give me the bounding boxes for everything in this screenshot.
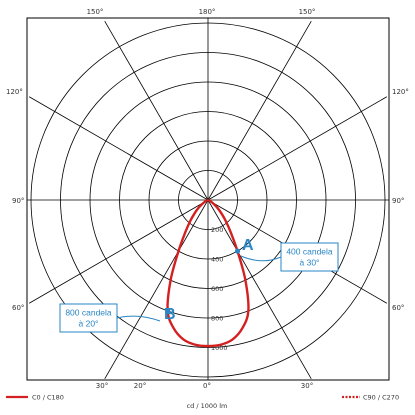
grid-rings [30,22,386,378]
annotation-b-line2: à 20° [79,319,99,329]
tick-top-180: 180° [199,8,216,16]
radial-tick-labels: 200 400 600 800 1000 [211,226,228,352]
annotation-a-line2: à 30° [300,258,320,268]
tick-left-90: 90° [12,197,24,205]
grid-spoke [207,96,388,201]
unit-label: cd / 1000 lm [187,402,228,410]
annotation-a-box [280,242,339,272]
tick-bottom-20: 20° [134,382,146,390]
annotation-b: 800 candela à 20° B [59,303,176,333]
point-a-label: A [242,237,254,254]
radial-tick-label: 200 [211,226,223,234]
annotation-a: 400 candela à 30° A [240,237,339,272]
grid-spoke [28,199,209,304]
grid-ring [148,140,268,260]
annotation-b-leader [116,315,161,322]
tick-bottom-30-left: 30° [96,382,108,390]
legend-label-c90-c270: C90 / C270 [363,394,399,402]
grid-ring [178,170,238,230]
grid-spoke [104,20,209,201]
grid-ring [60,52,356,348]
annotation-a-leader [240,255,282,262]
tick-top-150-left: 150° [87,8,104,16]
tick-right-60: 60° [392,304,404,312]
grid-spoke [28,96,209,201]
marker-point-a [234,248,241,254]
point-b-label: B [164,306,176,323]
tick-right-90: 90° [392,197,404,205]
grid-ring [119,111,297,289]
radial-tick-label: 600 [211,285,223,293]
tick-left-60: 60° [12,304,24,312]
grid-spoke [104,199,209,380]
annotation-b-box [59,303,118,333]
radial-tick-label: 400 [211,256,223,264]
grid-spoke [207,20,312,201]
tick-top-150-right: 150° [299,8,316,16]
tick-left-120: 120° [6,88,23,96]
radial-tick-label: 1000 [211,344,228,352]
legend-label-c0-c180: C0 / C180 [32,394,64,402]
tick-bottom-30-right: 30° [301,382,313,390]
grid-ring [89,81,327,319]
tick-right-120: 120° [392,88,409,96]
tick-bottom-0: 0° [203,382,211,390]
series-curve-c0-c180 [166,198,250,348]
annotation-b-line1: 800 candela [65,308,112,318]
grid-ring [30,22,386,378]
series-layer [166,198,250,348]
radial-tick-label: 800 [211,315,223,323]
marker-layer [165,248,241,314]
annotation-a-line1: 400 candela [286,247,333,257]
grid-spoke [207,199,312,380]
grid-spokes [27,18,389,380]
marker-point-b [165,308,171,314]
